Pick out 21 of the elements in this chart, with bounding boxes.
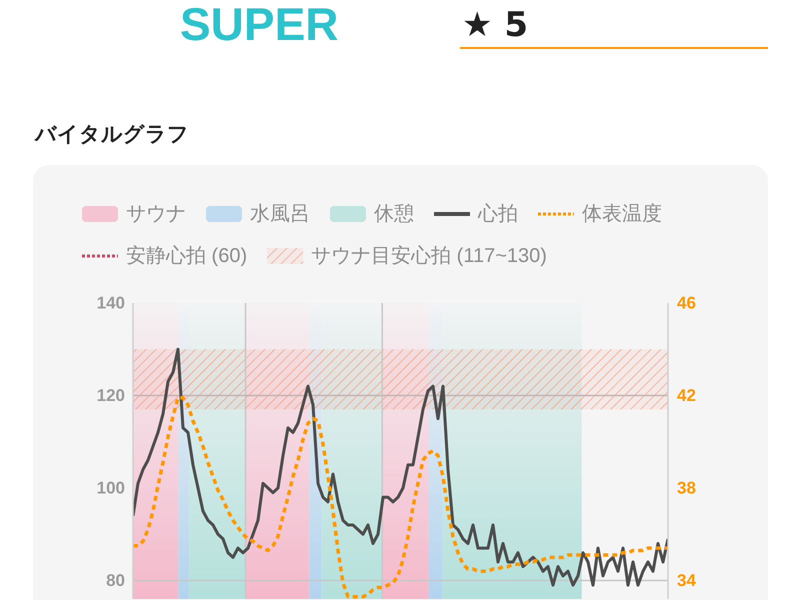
tick-label: 100 <box>96 478 125 498</box>
legend-item: 安静心拍 (60) <box>82 245 248 267</box>
legend-item: 休憩 <box>330 203 414 225</box>
legend-label: 体表温度 <box>582 203 662 225</box>
title: バイタルグラフ <box>35 123 189 146</box>
tick-label: 120 <box>96 386 125 405</box>
legend-item: 心拍 <box>434 203 518 225</box>
legend-label: 心拍 <box>477 203 518 225</box>
tick-label: 80 <box>106 571 125 590</box>
tick-label: 38 <box>677 478 696 498</box>
legend-label: サウナ目安心拍 (117~130) <box>311 245 547 267</box>
legend-item: サウナ <box>82 203 186 225</box>
legend-item: サウナ目安心拍 (117~130) <box>267 245 547 267</box>
legend-item: 体表温度 <box>538 203 662 225</box>
legend-item: 水風呂 <box>206 203 310 225</box>
tick-label: 42 <box>677 386 696 405</box>
annotation: SUPER <box>180 0 338 50</box>
tick-label: 34 <box>677 571 696 590</box>
tick-label: 140 <box>96 294 125 312</box>
annotation: ★ 5 <box>462 5 528 45</box>
tick-label: 46 <box>677 294 696 312</box>
